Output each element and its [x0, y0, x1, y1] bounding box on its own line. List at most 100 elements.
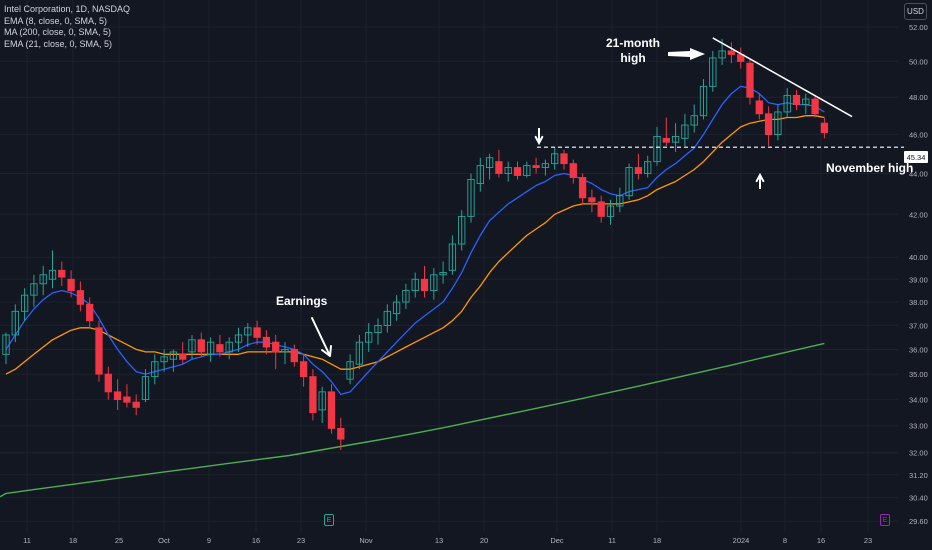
y-tick-label: 39.00 — [909, 275, 928, 284]
candle-down — [309, 376, 317, 414]
candle-up — [160, 356, 168, 363]
high21-line1: 21-month — [606, 36, 660, 50]
y-tick-label: 29.60 — [909, 517, 928, 526]
candle-down — [272, 341, 280, 353]
legend-ma200[interactable]: MA (200, close, 0, SMA, 5) — [4, 27, 112, 37]
earnings-arrow — [311, 317, 332, 357]
x-tick-label: 11 — [608, 536, 616, 545]
candle-up — [20, 294, 29, 312]
y-tick-label: 33.00 — [909, 422, 928, 431]
ma200-line — [0, 342, 825, 498]
candle-down — [746, 62, 754, 98]
candle-up — [151, 361, 159, 378]
legend-title: Intel Corporation, 1D, NASDAQ — [4, 4, 131, 14]
candle-up — [383, 310, 391, 326]
candle-up — [318, 391, 326, 411]
candle-down — [755, 100, 763, 115]
candle-down — [216, 344, 224, 353]
x-tick-label: 2024 — [733, 536, 750, 545]
candle-down — [299, 361, 308, 378]
candle-down — [420, 278, 429, 292]
candle-up — [616, 195, 624, 207]
candle-up — [244, 327, 252, 336]
candle-up — [504, 167, 512, 174]
y-tick-label: 31.20 — [909, 471, 928, 480]
candle-up — [448, 243, 457, 271]
candle-up — [234, 334, 243, 343]
candle-down — [634, 167, 643, 174]
candle-up — [709, 57, 717, 87]
legend-ema21[interactable]: EMA (21, close, 0, SMA, 5) — [4, 38, 113, 49]
candle-down — [113, 391, 122, 401]
candle-down — [662, 137, 670, 143]
x-tick-label: 11 — [23, 536, 31, 545]
candle-up — [11, 310, 19, 336]
x-tick-label: 18 — [69, 536, 77, 545]
candle-up — [355, 341, 364, 365]
x-tick-label: Nov — [359, 536, 373, 545]
candle-up — [281, 348, 289, 353]
candle-up — [644, 161, 652, 174]
candle-up — [411, 278, 419, 292]
x-tick-label: 16 — [817, 536, 825, 545]
y-tick-label: 46.00 — [909, 131, 928, 140]
x-tick-label: 16 — [252, 536, 260, 545]
candle-up — [48, 269, 57, 280]
candle-down — [764, 113, 773, 135]
y-tick-label: 52.00 — [909, 23, 928, 32]
candles — [2, 38, 829, 450]
legend-ema8[interactable]: EMA (8, close, 0, SMA, 5) — [4, 15, 108, 26]
candle-up — [467, 179, 475, 217]
x-tick-label: 23 — [864, 536, 872, 545]
candle-up — [699, 85, 708, 117]
candle-up — [690, 115, 698, 126]
candle-down — [597, 201, 605, 217]
candle-down — [337, 427, 345, 440]
ema8-path — [5, 85, 825, 396]
ma200-path — [0, 342, 825, 498]
earnings-event-marker[interactable]: E — [324, 514, 334, 526]
high21-line2: high — [620, 51, 646, 65]
y-tick-label: 30.40 — [909, 494, 928, 503]
candle-up — [458, 215, 466, 245]
annotation-overlays — [311, 37, 904, 357]
candle-down — [811, 98, 819, 115]
candle-down — [513, 167, 522, 176]
candle-down — [727, 50, 736, 55]
candle-up — [39, 274, 47, 285]
y-tick-label: 34.00 — [909, 396, 928, 405]
candle-down — [132, 401, 140, 408]
candle-up — [169, 351, 178, 360]
candle-down — [123, 396, 131, 403]
candle-up — [430, 274, 438, 292]
candle-down — [179, 353, 187, 360]
y-tick-label: 44.00 — [909, 170, 928, 179]
candle-down — [67, 278, 75, 292]
arrow-head — [534, 135, 544, 146]
price-tag: 45.34 — [904, 151, 928, 163]
candle-up — [2, 334, 10, 355]
candle-down — [578, 177, 587, 199]
candle-up — [225, 341, 233, 353]
november-high-annotation: November high — [826, 161, 914, 175]
candle-up — [625, 167, 633, 197]
candle-down — [569, 163, 577, 178]
y-tick-label: 35.00 — [909, 370, 928, 379]
y-tick-label: 38.00 — [909, 298, 928, 307]
downtrend-line — [712, 37, 853, 118]
chart-legend: Intel Corporation, 1D, NASDAQ EMA (8, cl… — [4, 4, 130, 50]
candle-up — [188, 339, 196, 353]
candle-up — [783, 94, 791, 113]
y-tick-label: 48.00 — [909, 93, 928, 102]
ema8-line — [5, 85, 825, 396]
y-tick-label: 40.00 — [909, 253, 928, 262]
y-tick-label: 37.00 — [909, 321, 928, 330]
currency-button[interactable]: USD — [904, 3, 927, 20]
candle-up — [346, 361, 354, 380]
y-tick-label: 32.00 — [909, 449, 928, 458]
candle-down — [253, 327, 261, 338]
dividend-event-marker[interactable]: E — [880, 514, 890, 526]
earnings-annotation: Earnings — [276, 294, 328, 308]
x-tick-label: Oct — [158, 536, 171, 545]
